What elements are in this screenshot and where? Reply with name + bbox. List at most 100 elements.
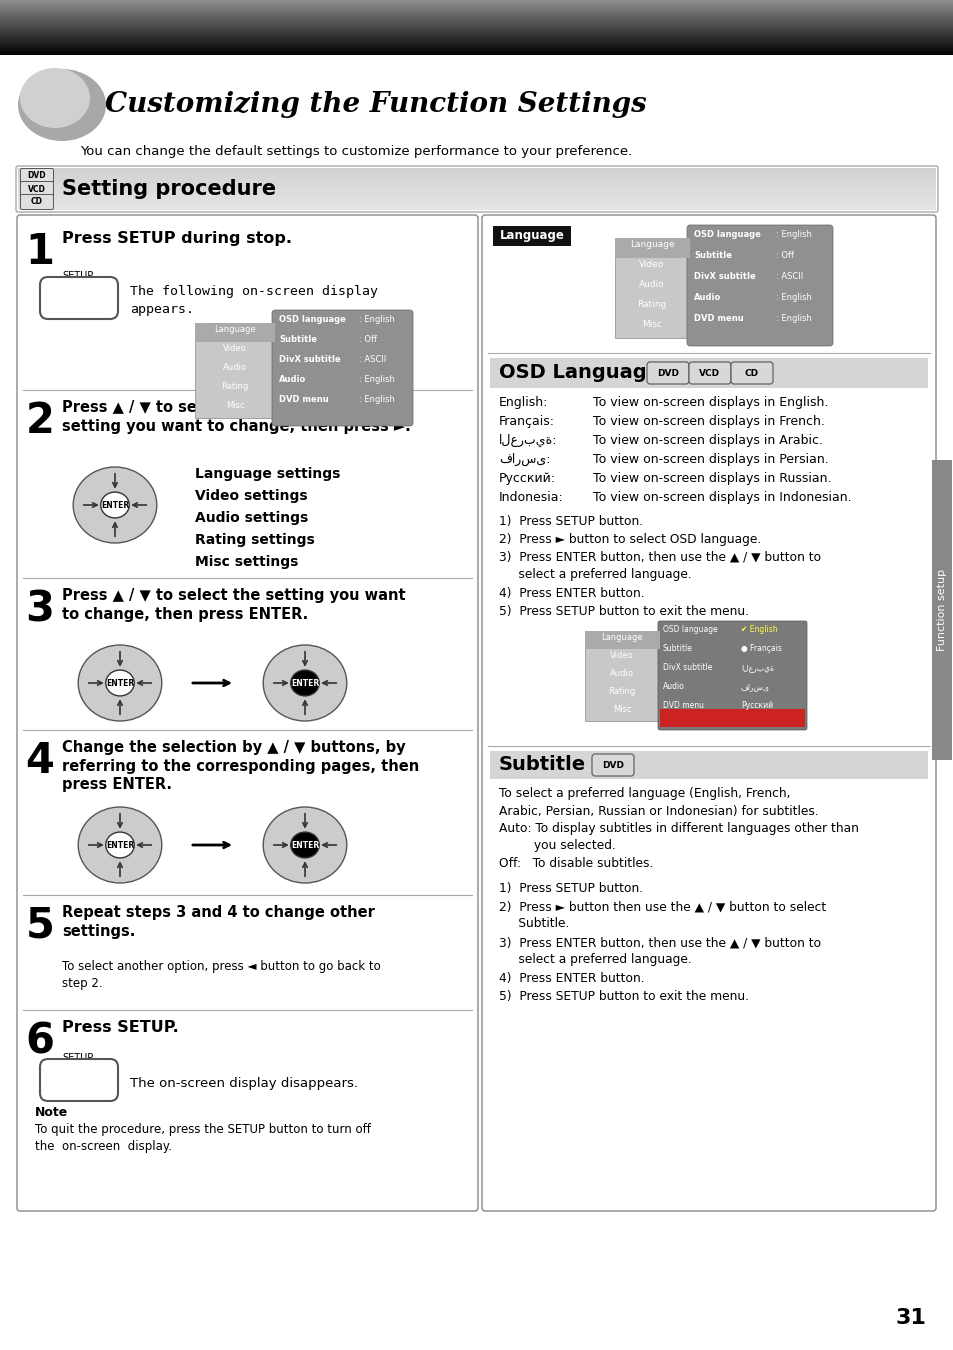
- Text: DivX subtitle: DivX subtitle: [278, 355, 340, 364]
- FancyArrowPatch shape: [302, 814, 307, 828]
- Text: DivX subtitle: DivX subtitle: [662, 663, 712, 672]
- Text: : Off: : Off: [775, 251, 793, 261]
- FancyArrowPatch shape: [138, 842, 152, 848]
- Text: Audio settings: Audio settings: [194, 512, 308, 525]
- Text: Language: Language: [214, 325, 255, 333]
- Text: Audio: Audio: [609, 670, 634, 678]
- Text: To view on-screen displays in Indonesian.: To view on-screen displays in Indonesian…: [593, 491, 851, 504]
- Text: To quit the procedure, press the SETUP button to turn off
the  on-screen  displa: To quit the procedure, press the SETUP b…: [35, 1123, 371, 1153]
- Text: Subtitle: Subtitle: [693, 251, 731, 261]
- FancyBboxPatch shape: [658, 621, 806, 730]
- Ellipse shape: [78, 807, 162, 883]
- Ellipse shape: [263, 807, 347, 883]
- Text: : English: : English: [775, 315, 811, 323]
- Wedge shape: [115, 490, 151, 520]
- Wedge shape: [84, 830, 120, 860]
- Bar: [584, 630, 659, 649]
- Text: 1)  Press SETUP button.: 1) Press SETUP button.: [498, 882, 642, 895]
- Wedge shape: [105, 647, 135, 683]
- FancyBboxPatch shape: [481, 215, 935, 1211]
- Text: To select another option, press ◄ button to go back to
step 2.: To select another option, press ◄ button…: [62, 960, 380, 990]
- Text: العربية: العربية: [740, 663, 773, 672]
- Text: Rating: Rating: [221, 382, 249, 391]
- Text: Rating: Rating: [608, 687, 635, 697]
- FancyArrowPatch shape: [112, 522, 117, 536]
- FancyBboxPatch shape: [688, 362, 730, 383]
- Bar: [194, 323, 274, 418]
- Text: DivX subtitle: DivX subtitle: [693, 271, 755, 281]
- Text: The on-screen display disappears.: The on-screen display disappears.: [130, 1077, 357, 1089]
- Wedge shape: [290, 809, 320, 845]
- Wedge shape: [305, 668, 341, 698]
- Text: Rating: Rating: [637, 300, 666, 309]
- Text: 6: 6: [26, 1021, 54, 1062]
- Text: 1: 1: [26, 231, 54, 273]
- Text: Press ▲ / ▼ to select an option for the
setting you want to change, then press ►: Press ▲ / ▼ to select an option for the …: [62, 400, 411, 433]
- Text: DVD: DVD: [657, 369, 679, 378]
- Text: ENTER: ENTER: [106, 841, 134, 849]
- Text: To view on-screen displays in Russian.: To view on-screen displays in Russian.: [593, 472, 831, 485]
- FancyBboxPatch shape: [40, 1058, 118, 1102]
- Text: To select a preferred language (English, French,
Arabic, Persian, Russian or Ind: To select a preferred language (English,…: [498, 787, 858, 869]
- FancyArrowPatch shape: [302, 652, 307, 666]
- Text: You can change the default settings to customize performance to your preference.: You can change the default settings to c…: [80, 144, 632, 158]
- Wedge shape: [290, 845, 320, 882]
- Ellipse shape: [291, 832, 319, 857]
- Text: ENTER: ENTER: [101, 501, 129, 509]
- Text: Press SETUP.: Press SETUP.: [62, 1021, 178, 1035]
- Text: Subtitle: Subtitle: [498, 756, 585, 775]
- FancyBboxPatch shape: [272, 310, 413, 427]
- Text: To view on-screen displays in French.: To view on-screen displays in French.: [593, 414, 824, 428]
- Wedge shape: [290, 647, 320, 683]
- Text: Misc: Misc: [641, 320, 661, 329]
- Text: Customizing the Function Settings: Customizing the Function Settings: [105, 92, 646, 119]
- FancyArrowPatch shape: [132, 502, 146, 508]
- FancyBboxPatch shape: [730, 362, 772, 383]
- Text: CD: CD: [744, 369, 759, 378]
- Text: Audio: Audio: [278, 375, 306, 383]
- Ellipse shape: [263, 645, 347, 721]
- Text: Repeat steps 3 and 4 to change other
settings.: Repeat steps 3 and 4 to change other set…: [62, 904, 375, 938]
- Text: العربية:: العربية:: [498, 433, 557, 447]
- Text: Subtitle: Subtitle: [662, 644, 692, 653]
- Text: OSD language: OSD language: [278, 315, 346, 324]
- Text: Language: Language: [600, 633, 642, 643]
- FancyArrowPatch shape: [323, 842, 336, 848]
- Bar: [194, 323, 274, 342]
- Text: 3)  Press ENTER button, then use the ▲ / ▼ button to
     select a preferred lan: 3) Press ENTER button, then use the ▲ / …: [498, 551, 821, 580]
- Text: Press ▲ / ▼ to select the setting you want
to change, then press ENTER.: Press ▲ / ▼ to select the setting you wa…: [62, 589, 405, 621]
- Text: Русский:: Русский:: [498, 472, 556, 485]
- Text: SETUP: SETUP: [62, 1053, 93, 1062]
- Bar: [615, 238, 689, 338]
- Text: VCD: VCD: [28, 185, 46, 193]
- Ellipse shape: [101, 493, 129, 518]
- Wedge shape: [120, 830, 156, 860]
- FancyArrowPatch shape: [117, 863, 122, 876]
- Wedge shape: [84, 668, 120, 698]
- FancyBboxPatch shape: [17, 215, 477, 1211]
- Text: Press SETUP during stop.: Press SETUP during stop.: [62, 231, 292, 246]
- Wedge shape: [105, 683, 135, 720]
- Wedge shape: [79, 490, 115, 520]
- Text: 5)  Press SETUP button to exit the menu.: 5) Press SETUP button to exit the menu.: [498, 990, 748, 1003]
- Text: Misc settings: Misc settings: [194, 555, 298, 568]
- Ellipse shape: [291, 670, 319, 695]
- Text: Misc: Misc: [226, 401, 244, 410]
- Text: 5)  Press SETUP button to exit the menu.: 5) Press SETUP button to exit the menu.: [498, 605, 748, 618]
- Text: Rating settings: Rating settings: [194, 533, 314, 547]
- Wedge shape: [120, 668, 156, 698]
- Wedge shape: [305, 830, 341, 860]
- Text: Language settings: Language settings: [194, 467, 340, 481]
- Text: Audio: Audio: [662, 682, 684, 691]
- Text: : Off: : Off: [358, 335, 376, 344]
- Text: Français:: Français:: [498, 414, 555, 428]
- FancyBboxPatch shape: [40, 277, 118, 319]
- FancyBboxPatch shape: [646, 362, 688, 383]
- Text: Misc: Misc: [612, 705, 631, 714]
- Text: DVD: DVD: [28, 171, 47, 181]
- Text: Русский: Русский: [740, 701, 772, 710]
- FancyBboxPatch shape: [20, 194, 53, 209]
- Bar: [490, 751, 927, 779]
- Text: 4: 4: [26, 740, 54, 782]
- Text: Language: Language: [499, 230, 564, 243]
